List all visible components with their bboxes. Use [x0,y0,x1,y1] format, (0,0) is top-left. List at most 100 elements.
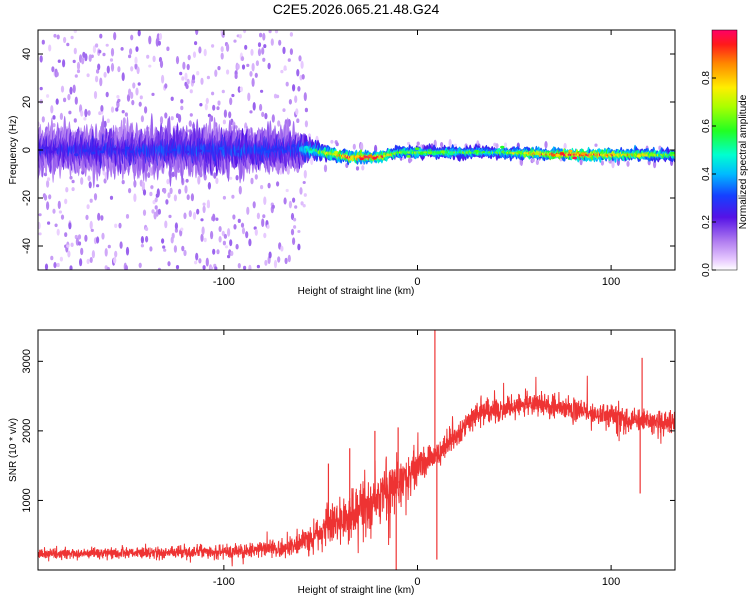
spectrogram-noise-blob [130,91,134,99]
spectrogram-noise-blob [56,228,60,236]
spectrogram-noise-blob [310,156,314,166]
spectrogram-noise-blob [185,178,189,183]
spectrogram-hot-spot [261,147,266,151]
spectrogram-noise-blob [294,205,298,209]
spectrogram-noise-blob [495,143,499,149]
spectrogram-noise-blob [186,78,190,85]
spectrogram-hot-spot [334,150,339,154]
spectrogram-noise-blob [284,257,288,265]
spectrogram-noise-blob [626,160,630,167]
spectrogram-noise-blob [46,201,50,211]
spectrogram-noise-blob [52,115,56,120]
spectrogram-noise-blob [204,103,208,111]
spectrogram-noise-blob [257,48,262,57]
spectrogram-noise-blob [237,263,241,269]
spectrogram-hot-spot [427,151,433,155]
spectrogram-noise-blob [55,71,59,77]
spectrogram-noise-blob [222,240,226,246]
spectrogram-noise-blob [299,187,303,195]
spectrogram-noise-blob [63,97,67,103]
spectrogram-noise-blob [352,143,356,150]
spectrogram-noise-blob [203,48,207,57]
spectrogram-noise-blob [249,71,253,77]
spectrogram-noise-blob [290,228,295,236]
spectrogram-noise-blob [151,209,155,214]
spectrogram-noise-blob [189,113,193,117]
spectrogram-noise-blob [254,174,258,180]
spectrogram-noise-blob [241,64,246,70]
spectrogram-noise-blob [181,76,185,81]
spectrogram-noise-blob [167,261,171,267]
spectrogram-noise-blob [292,84,296,92]
spectrogram-noise-blob [161,74,165,84]
spectrogram-noise-blob [86,73,90,78]
spectrogram-noise-blob [216,106,220,111]
spectrogram-noise-blob [304,120,308,128]
colorbar-tick-label: 0.0 [701,263,712,277]
spectrogram-noise-blob [149,246,153,252]
spectrogram-y-tick-label: 0 [21,147,33,153]
spectrogram-noise-blob [217,66,221,71]
spectrogram-noise-blob [211,44,215,48]
spectrogram-noise-blob [205,257,209,267]
spectrogram-noise-blob [221,230,225,237]
spectrogram-noise-blob [230,250,234,256]
spectrogram-noise-blob [48,44,52,52]
spectrogram-noise-blob [91,250,95,259]
spectrogram-hot-spot [636,154,641,158]
spectrogram-noise-blob [263,232,267,239]
spectrogram-noise-blob [58,210,63,214]
spectrogram-noise-blob [188,120,192,127]
spectrogram-noise-blob [278,39,282,46]
spectrogram-hot-spot [449,152,454,156]
spectrogram-noise-blob [302,204,306,208]
spectrogram-noise-blob [148,64,152,68]
spectrogram-noise-blob [453,143,457,147]
spectrogram-noise-blob [157,40,161,46]
spectrogram-noise-blob [261,111,265,117]
spectrogram-y-tick-label: -40 [21,238,33,254]
spectrogram-noise-blob [221,31,225,38]
spectrogram-noise-blob [250,177,254,185]
spectrogram-noise-blob [184,185,188,194]
spectrogram-noise-blob [67,93,71,101]
spectrogram-noise-blob [563,142,567,150]
spectrogram-noise-blob [266,224,270,229]
spectrogram-noise-blob [330,139,334,144]
spectrogram-noise-blob [39,86,43,91]
spectrogram-noise-blob [247,92,251,102]
colorbar-label: Normalized spectral amplitude [738,94,749,229]
spectrogram-noise-blob [73,47,77,55]
spectrogram-noise-blob [297,230,301,233]
spectrogram-noise-blob [297,86,301,92]
spectrogram-hot-spot [372,156,377,160]
spectrogram-noise-blob [229,97,233,106]
spectrogram-noise-blob [62,59,66,68]
spectrogram-noise-blob [164,112,168,119]
spectrogram-noise-blob [101,232,105,240]
spectrogram-noise-blob [282,46,286,55]
spectrogram-noise-blob [156,188,160,198]
spectrogram-noise-blob [171,171,175,177]
spectrogram-noise-blob [286,166,290,175]
spectrogram-noise-blob [87,175,91,182]
spectrogram-noise-blob [243,265,247,270]
snr-ticks: -100 0 100 1000 2000 3000 [21,330,675,588]
spectrogram-noise-blob [188,210,192,218]
spectrogram-hot-spot [414,147,420,151]
spectrogram-hot-spot [236,150,241,153]
spectrogram-noise-blob [145,235,149,243]
spectrogram-noise-blob [254,72,258,78]
spectrogram-hot-spot [48,150,53,154]
spectrogram-noise-blob [233,224,237,230]
spectrogram-hot-spot [436,151,441,155]
spectrogram-noise-blob [210,115,214,122]
spectrogram-noise-blob [121,180,125,185]
spectrogram-noise-blob [283,65,287,71]
spectrogram-noise-blob [135,46,139,52]
spectrogram-noise-blob [268,30,272,34]
spectrogram-noise-blob [140,244,144,248]
spectrogram-noise-blob [195,252,199,261]
spectrogram-noise-blob [38,232,42,236]
